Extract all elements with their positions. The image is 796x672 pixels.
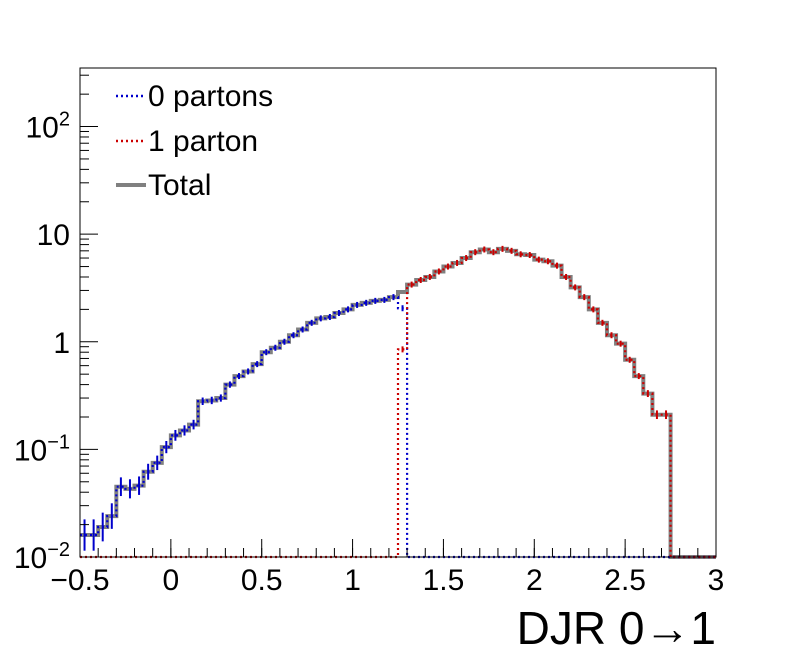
y-tick-label: 1	[53, 327, 70, 360]
x-axis-title: DJR 0→1	[517, 602, 716, 654]
y-tick-label: 10	[37, 219, 70, 252]
y-tick-labels: 10−2 10−1 1 10 102	[14, 109, 70, 575]
y-tick-label: 10−2	[14, 539, 70, 575]
series-line-0-partons	[80, 296, 716, 559]
x-tick-label: 1	[344, 564, 361, 597]
y-tick-label: 10−1	[14, 431, 70, 467]
x-tick-label: 3	[708, 564, 725, 597]
x-tick-labels: −0.5 0 0.5 1 1.5 2 2.5 3	[50, 564, 724, 597]
ticks-layer	[79, 74, 717, 558]
x-tick-label: 2	[526, 564, 543, 597]
legend-label-0-partons: 0 partons	[148, 80, 273, 113]
y-tick-label: 102	[26, 109, 71, 145]
x-tick-label: 0	[163, 564, 180, 597]
x-tick-label: 2.5	[604, 564, 646, 597]
legend-label-total: Total	[148, 169, 211, 202]
legend-label-1-parton: 1 parton	[148, 125, 258, 158]
plot-frame	[79, 67, 717, 558]
legend: 0 partons 1 parton Total	[116, 80, 273, 202]
x-tick-label: −0.5	[50, 564, 109, 597]
x-tick-label: 0.5	[241, 564, 283, 597]
x-tick-label: 1.5	[423, 564, 465, 597]
